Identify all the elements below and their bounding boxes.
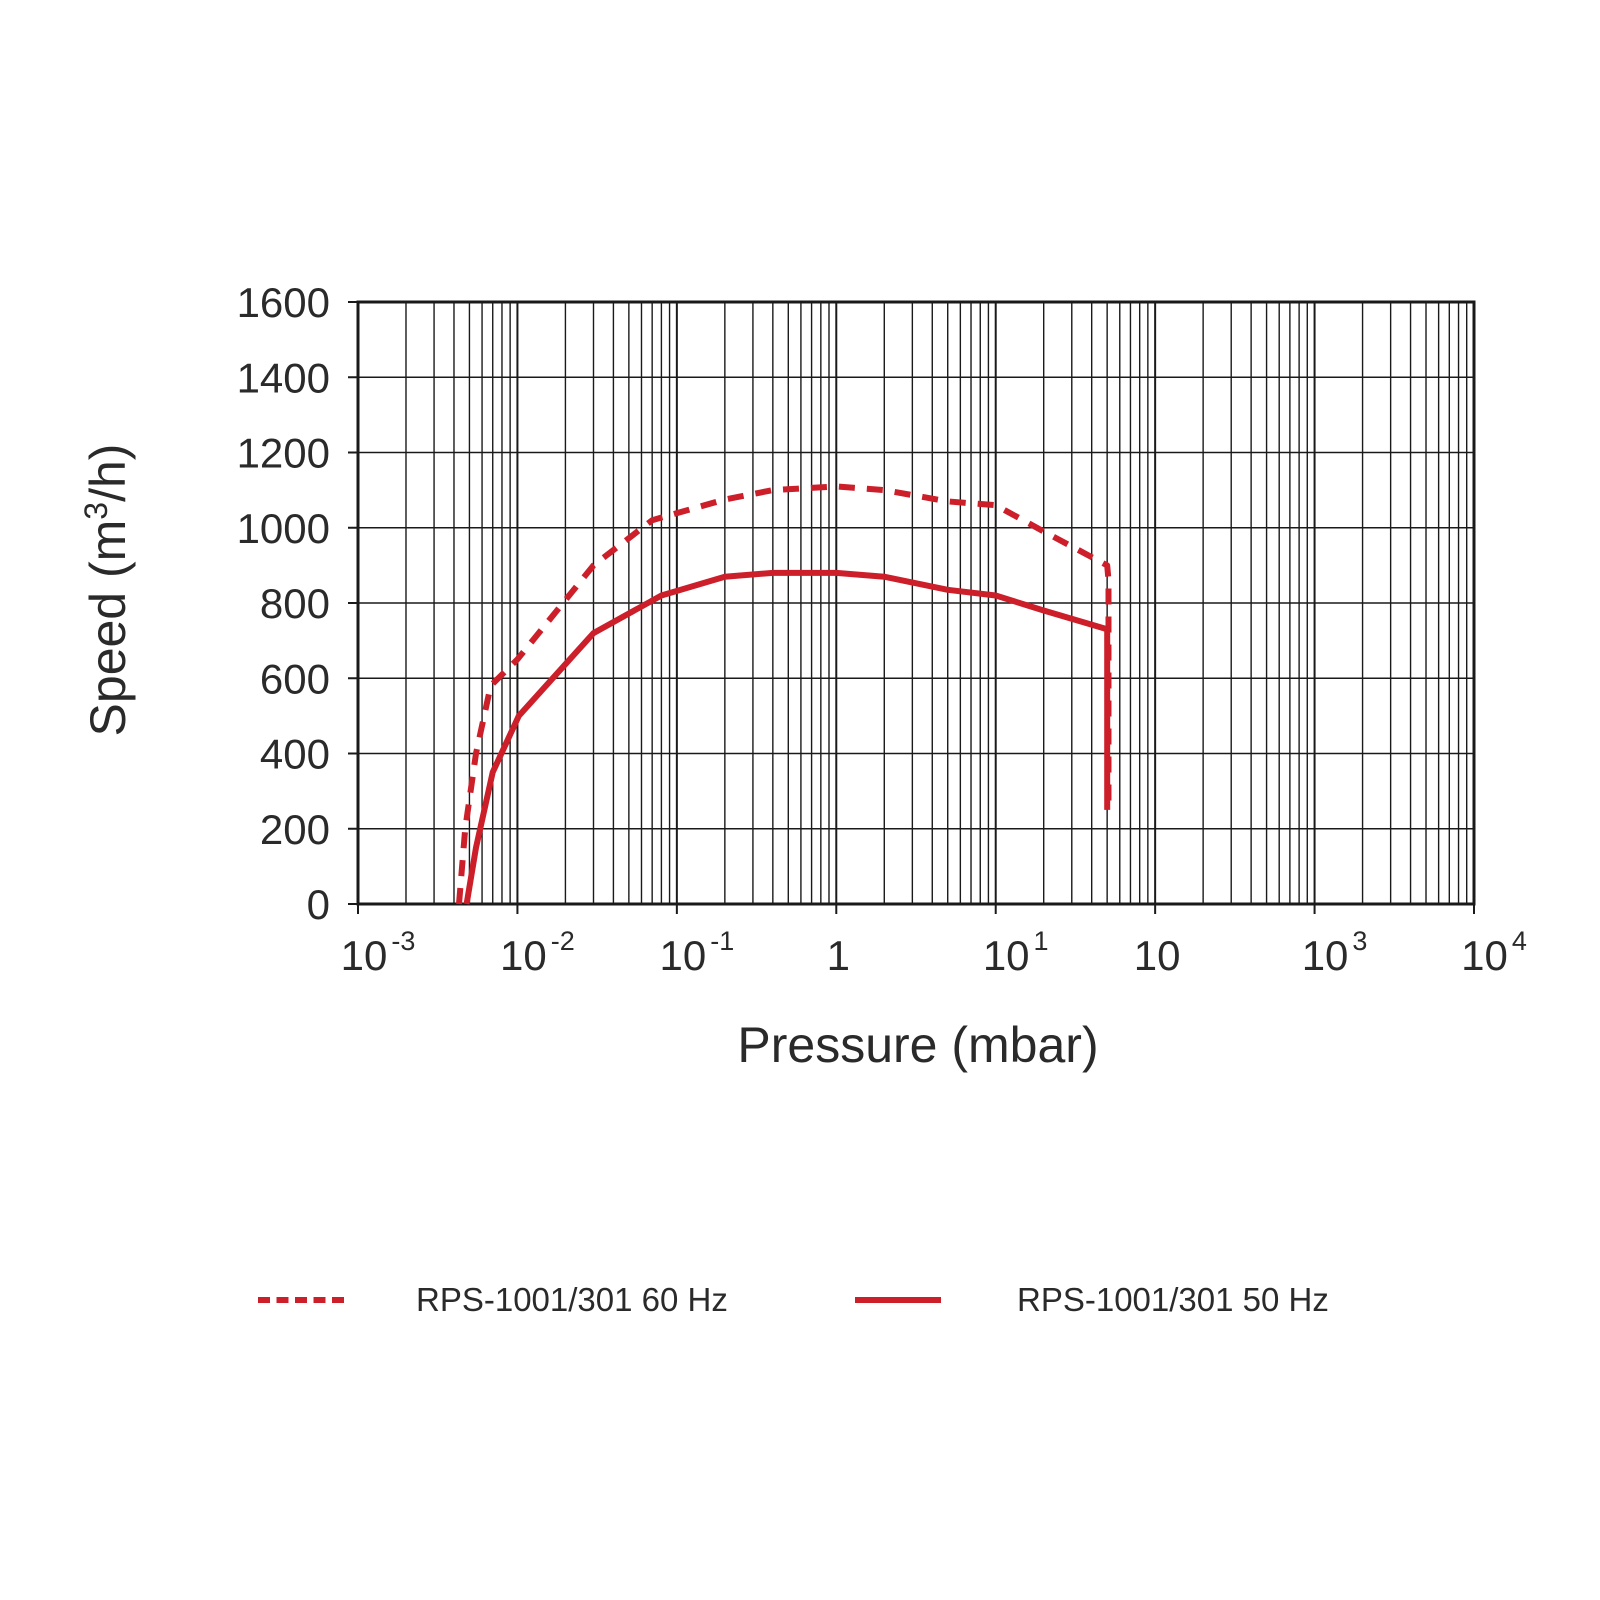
y-axis-title-sup: 3 xyxy=(78,502,114,520)
plot-series xyxy=(456,483,1112,905)
y-tick-label: 1600 xyxy=(237,279,330,326)
x-axis-ticks: 10 -3 10 -2 10 -1 1 10 1 10 10 3 10 4 xyxy=(341,904,1527,979)
legend-item-50hz: RPS-1001/301 50 Hz xyxy=(855,1270,1329,1330)
y-tick-label: 800 xyxy=(260,580,330,627)
y-tick-label: 1200 xyxy=(237,430,330,477)
y-tick-label: 1400 xyxy=(237,354,330,401)
y-axis-title-tail: /h) xyxy=(80,444,136,502)
legend: RPS-1001/301 60 Hz RPS-1001/301 50 Hz xyxy=(0,1270,1600,1330)
x-tick-label: 10 -2 xyxy=(500,926,575,979)
x-tick-label: 10 1 xyxy=(983,926,1049,979)
y-axis-ticks: 0 200 400 600 800 1000 1200 1400 1600 xyxy=(237,279,358,928)
y-tick-label: 200 xyxy=(260,806,330,853)
legend-item-60hz: RPS-1001/301 60 Hz xyxy=(258,1270,728,1330)
legend-label-60hz: RPS-1001/301 60 Hz xyxy=(416,1281,728,1318)
x-tick-label: 10 -3 xyxy=(341,926,416,979)
y-axis-title-main: Speed (m xyxy=(80,520,136,737)
x-tick-label: 1 xyxy=(827,932,850,979)
y-tick-label: 1000 xyxy=(237,505,330,552)
y-axis-title: Speed (m3/h) xyxy=(78,444,136,737)
legend-swatch-dashed xyxy=(258,1297,344,1303)
x-tick-label: 10 -1 xyxy=(659,926,734,979)
series-line-50hz xyxy=(463,569,1111,905)
legend-swatch-solid xyxy=(855,1297,941,1303)
y-tick-label: 400 xyxy=(260,731,330,778)
series-line-60hz xyxy=(456,483,1112,905)
y-tick-label: 0 xyxy=(307,881,330,928)
x-tick-label: 10 xyxy=(1134,932,1181,979)
x-axis-title: Pressure (mbar) xyxy=(737,1017,1098,1073)
plot-grid xyxy=(357,301,1474,905)
x-tick-label: 10 4 xyxy=(1461,926,1527,979)
x-tick-label: 10 3 xyxy=(1302,926,1368,979)
legend-label-50hz: RPS-1001/301 50 Hz xyxy=(1017,1281,1329,1318)
y-tick-label: 600 xyxy=(260,655,330,702)
